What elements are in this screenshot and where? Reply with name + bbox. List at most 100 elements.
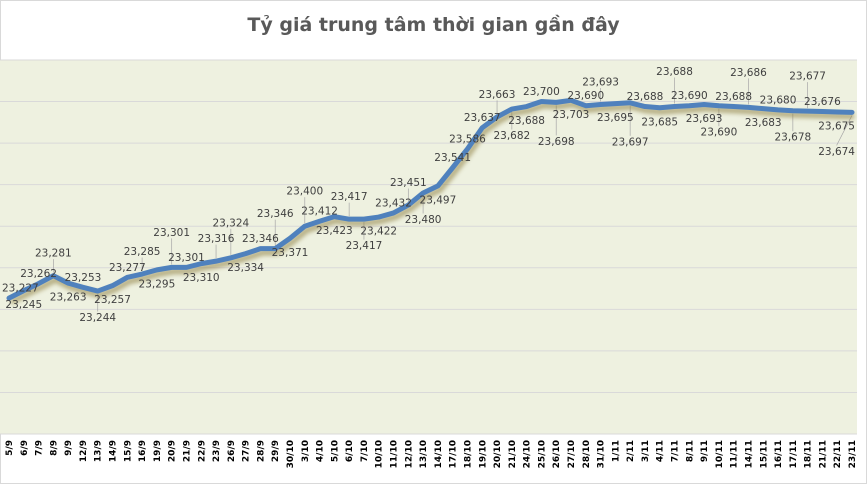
x-tick-label: 18/11 bbox=[804, 440, 814, 468]
data-label: 23,263 bbox=[50, 292, 87, 304]
x-tick-label: 24/10 bbox=[523, 440, 533, 468]
x-tick-label: 3/10 bbox=[301, 440, 311, 462]
x-tick-label: 6/10 bbox=[345, 440, 355, 462]
data-label: 23,683 bbox=[745, 117, 782, 129]
series-line-shadow bbox=[9, 101, 855, 305]
x-tick-label: 3/11 bbox=[641, 440, 651, 462]
x-tick-label: 5/9 bbox=[5, 440, 15, 456]
data-label: 23,695 bbox=[597, 112, 634, 124]
x-tick-label: 5/10 bbox=[330, 440, 340, 462]
x-tick-label: 14/10 bbox=[434, 440, 444, 468]
x-tick-label: 30/10 bbox=[286, 440, 296, 468]
x-tick-label: 1/11 bbox=[611, 440, 621, 462]
x-tick-label: 17/11 bbox=[789, 440, 799, 468]
x-tick-label: 9/11 bbox=[700, 440, 710, 462]
data-label: 23,227 bbox=[2, 283, 39, 295]
x-tick-label: 23/11 bbox=[848, 440, 858, 468]
data-label: 23,682 bbox=[493, 130, 530, 142]
x-tick-label: 11/11 bbox=[730, 440, 740, 468]
data-label: 23,680 bbox=[760, 94, 797, 106]
x-tick-label: 19/9 bbox=[153, 440, 163, 462]
data-label: 23,400 bbox=[286, 186, 323, 198]
x-tick-label: 14/9 bbox=[109, 440, 119, 462]
x-tick-label: 14/11 bbox=[744, 440, 754, 468]
x-tick-label: 12/9 bbox=[79, 440, 89, 462]
x-tick-label: 22/11 bbox=[833, 440, 843, 468]
x-tick-label: 2/11 bbox=[626, 440, 636, 462]
x-tick-label: 26/9 bbox=[227, 440, 237, 462]
data-label: 23,451 bbox=[390, 177, 427, 189]
x-tick-label: 13/10 bbox=[419, 440, 429, 468]
plot-area bbox=[0, 60, 857, 434]
x-tick-label: 28/10 bbox=[582, 440, 592, 468]
x-tick-label: 27/9 bbox=[242, 440, 252, 462]
x-tick-label: 15/9 bbox=[123, 440, 133, 462]
data-label: 23,678 bbox=[774, 132, 811, 144]
x-tick-label: 9/9 bbox=[64, 440, 74, 456]
x-tick-label: 16/9 bbox=[138, 440, 148, 462]
x-tick-label: 6/9 bbox=[20, 440, 30, 456]
data-label: 23,686 bbox=[730, 67, 767, 79]
data-label: 23,371 bbox=[272, 247, 309, 259]
data-label: 23,586 bbox=[449, 133, 486, 145]
data-label: 23,257 bbox=[94, 294, 131, 306]
x-tick-label: 18/10 bbox=[463, 440, 473, 468]
data-label: 23,245 bbox=[5, 299, 42, 311]
data-label: 23,324 bbox=[212, 217, 249, 229]
x-tick-label: 22/9 bbox=[197, 440, 207, 462]
data-label: 23,346 bbox=[242, 233, 279, 245]
data-label: 23,697 bbox=[612, 136, 649, 148]
data-label: 23,685 bbox=[641, 116, 678, 128]
data-label: 23,690 bbox=[671, 90, 708, 102]
x-tick-label: 31/10 bbox=[597, 440, 607, 468]
x-tick-label: 8/9 bbox=[49, 440, 59, 456]
data-label: 23,277 bbox=[109, 262, 146, 274]
data-label: 23,703 bbox=[553, 109, 590, 121]
x-tick-label: 10/10 bbox=[375, 440, 385, 468]
data-label: 23,690 bbox=[701, 127, 738, 139]
data-label: 23,301 bbox=[168, 252, 205, 264]
x-tick-label: 21/11 bbox=[818, 440, 828, 468]
data-label: 23,698 bbox=[538, 136, 575, 148]
data-label: 23,412 bbox=[301, 206, 338, 218]
data-label: 23,417 bbox=[346, 240, 383, 252]
x-tick-label: 20/9 bbox=[168, 440, 178, 462]
data-label: 23,301 bbox=[153, 227, 190, 239]
series-line bbox=[6, 97, 855, 301]
data-label: 23,480 bbox=[405, 214, 442, 226]
data-label: 23,700 bbox=[523, 86, 560, 98]
x-tick-label: 19/10 bbox=[478, 440, 488, 468]
x-tick-label: 13/9 bbox=[94, 440, 104, 462]
data-label: 23,637 bbox=[464, 112, 501, 124]
x-tick-label: 21/9 bbox=[182, 440, 192, 462]
data-label: 23,497 bbox=[420, 194, 457, 206]
data-label: 23,693 bbox=[582, 76, 619, 88]
x-tick-label: 21/10 bbox=[508, 440, 518, 468]
data-label: 23,688 bbox=[627, 91, 664, 103]
data-label: 23,422 bbox=[360, 226, 397, 238]
x-tick-label: 27/10 bbox=[567, 440, 577, 468]
data-label: 23,688 bbox=[656, 66, 693, 78]
data-label: 23,688 bbox=[715, 91, 752, 103]
data-label: 23,677 bbox=[789, 71, 826, 83]
data-label: 23,675 bbox=[818, 120, 855, 132]
data-label: 23,432 bbox=[375, 197, 412, 209]
data-label: 23,346 bbox=[257, 208, 294, 220]
data-label: 23,688 bbox=[508, 115, 545, 127]
data-label: 23,244 bbox=[79, 312, 116, 324]
x-tick-label: 12/10 bbox=[404, 440, 414, 468]
x-tick-label: 25/10 bbox=[537, 440, 547, 468]
data-label: 23,334 bbox=[227, 262, 264, 274]
data-label: 23,253 bbox=[65, 272, 102, 284]
x-tick-label: 7/11 bbox=[671, 440, 681, 462]
x-tick-label: 10/11 bbox=[715, 440, 725, 468]
data-label: 23,285 bbox=[124, 246, 161, 258]
data-label: 23,262 bbox=[20, 268, 57, 280]
x-tick-label: 7/10 bbox=[360, 440, 370, 462]
data-label: 23,693 bbox=[686, 113, 723, 125]
data-label: 23,417 bbox=[331, 191, 368, 203]
x-tick-label: 29/9 bbox=[271, 440, 281, 462]
data-label: 23,295 bbox=[139, 278, 176, 290]
data-label: 23,690 bbox=[567, 90, 604, 102]
